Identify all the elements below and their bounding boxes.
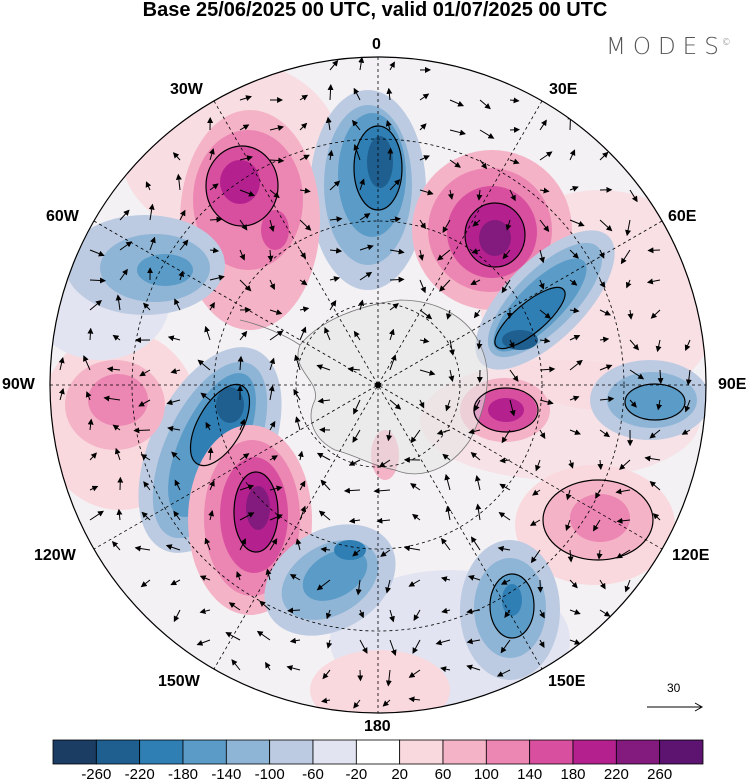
lon-label-0: 0	[372, 36, 381, 54]
colorbar-segment	[530, 740, 573, 764]
colorbar	[53, 740, 703, 764]
colorbar-segment	[443, 740, 486, 764]
lon-label-120e: 120E	[672, 547, 709, 565]
wind-arrow	[390, 149, 391, 161]
wind-arrow	[360, 670, 361, 680]
colorbar-tick-label: 60	[435, 766, 452, 783]
colorbar-tick-label: -220	[125, 766, 155, 783]
lon-label-60w: 60W	[46, 208, 79, 226]
lon-label-90w: 90W	[2, 376, 35, 394]
colorbar-tick-label: -60	[302, 766, 324, 783]
colorbar-tick-label: 140	[517, 766, 542, 783]
wind-arrow	[570, 114, 571, 130]
lon-label-120w: 120W	[34, 547, 76, 565]
anomaly-positive-95W	[65, 360, 165, 450]
colorbar-segment	[486, 740, 529, 764]
colorbar-segment	[616, 740, 659, 764]
colorbar-segment	[400, 740, 443, 764]
colorbar-segment	[226, 740, 269, 764]
wind-arrow	[540, 580, 541, 592]
colorbar-segment	[573, 740, 616, 764]
colorbar-tick-label: 260	[647, 766, 672, 783]
colorbar-segment	[96, 740, 139, 764]
wind-arrow	[648, 250, 660, 251]
lon-label-90e: 90E	[718, 376, 746, 394]
anomaly-negative-0E	[310, 90, 426, 290]
reference-vector-value: 30	[667, 681, 680, 695]
colorbar-tick-label: 100	[474, 766, 499, 783]
colorbar-ticks: -260 -220 -180 -140 -100 -60 -20 20 60 100 140 180 2…	[0, 766, 750, 784]
colorbar-segment	[53, 740, 96, 764]
colorbar-tick-label: -20	[345, 766, 367, 783]
reference-vector: 30	[645, 695, 705, 715]
lon-label-180: 180	[364, 718, 391, 736]
colorbar-segment	[356, 740, 399, 764]
south-pole-marker	[375, 382, 381, 388]
colorbar-segment	[140, 740, 183, 764]
map-field	[30, 50, 720, 730]
colorbar-tick-label: 20	[391, 766, 408, 783]
wind-arrow	[390, 279, 404, 280]
lon-label-150w: 150W	[158, 673, 200, 691]
wind-arrow	[134, 430, 150, 431]
colorbar-segment	[183, 740, 226, 764]
colorbar-tick-label: -260	[81, 766, 111, 783]
reference-vector-arrow-icon	[645, 695, 705, 715]
colorbar-tick-label: -140	[211, 766, 241, 783]
wind-arrow	[90, 329, 91, 340]
colorbar-tick-label: 180	[560, 766, 585, 783]
colorbar-tick-label: -180	[168, 766, 198, 783]
colorbar-segment	[270, 740, 313, 764]
colorbar-segment	[313, 740, 356, 764]
colorbar-tick-label: 220	[604, 766, 629, 783]
anomaly-negative-90E	[590, 360, 710, 440]
wind-arrow	[90, 280, 105, 281]
lon-label-150e: 150E	[548, 673, 585, 691]
wind-arrow	[510, 310, 511, 318]
colorbar-segment	[660, 740, 703, 764]
lon-label-60e: 60E	[668, 208, 696, 226]
lon-label-30e: 30E	[549, 81, 577, 99]
lon-label-30w: 30W	[170, 81, 203, 99]
colorbar-tick-label: -100	[255, 766, 285, 783]
